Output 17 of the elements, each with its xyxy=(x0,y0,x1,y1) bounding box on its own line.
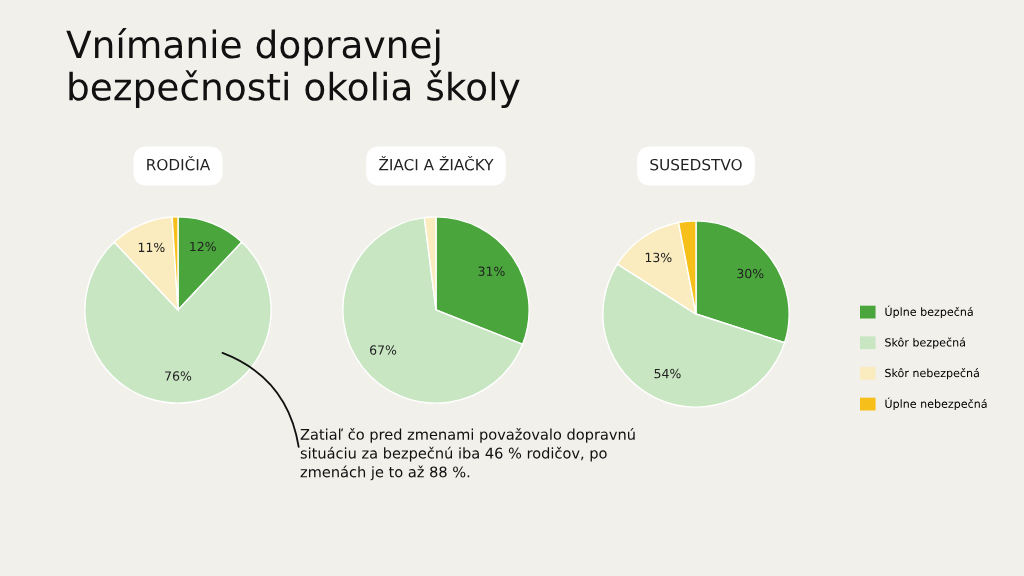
legend-label: Skôr nebezpečná xyxy=(885,368,979,380)
data-label: 54% xyxy=(654,368,681,379)
legend-label: Úplne nebezpečná xyxy=(885,397,987,411)
data-label: 13% xyxy=(645,252,672,263)
text: Zatiaľ čo pred zmenami považovalo dopravnú situáciu za bezpečnú iba 46 % rodičov, po zmenách je to až 88 %. xyxy=(300,428,635,481)
data-label: 76% xyxy=(165,371,192,381)
chart-subtitle: RODIČIA xyxy=(147,156,211,171)
data-label: 30% xyxy=(737,268,764,279)
data-label: 67% xyxy=(369,345,397,355)
chart-subtitle: ŽIACI A ŽIAČKY xyxy=(379,156,494,171)
chart-title: Vnímanie dopravnej bezpečnosti okolia školy xyxy=(66,28,520,109)
data-label: 11% xyxy=(138,242,165,253)
legend-label: Úplne bezpečná xyxy=(885,305,973,319)
data-label: 31% xyxy=(478,266,505,276)
legend-label: Skôr bezpečná xyxy=(885,337,965,349)
chart-subtitle: SUSEDSTVO xyxy=(650,158,742,171)
data-label: 12% xyxy=(190,241,216,252)
